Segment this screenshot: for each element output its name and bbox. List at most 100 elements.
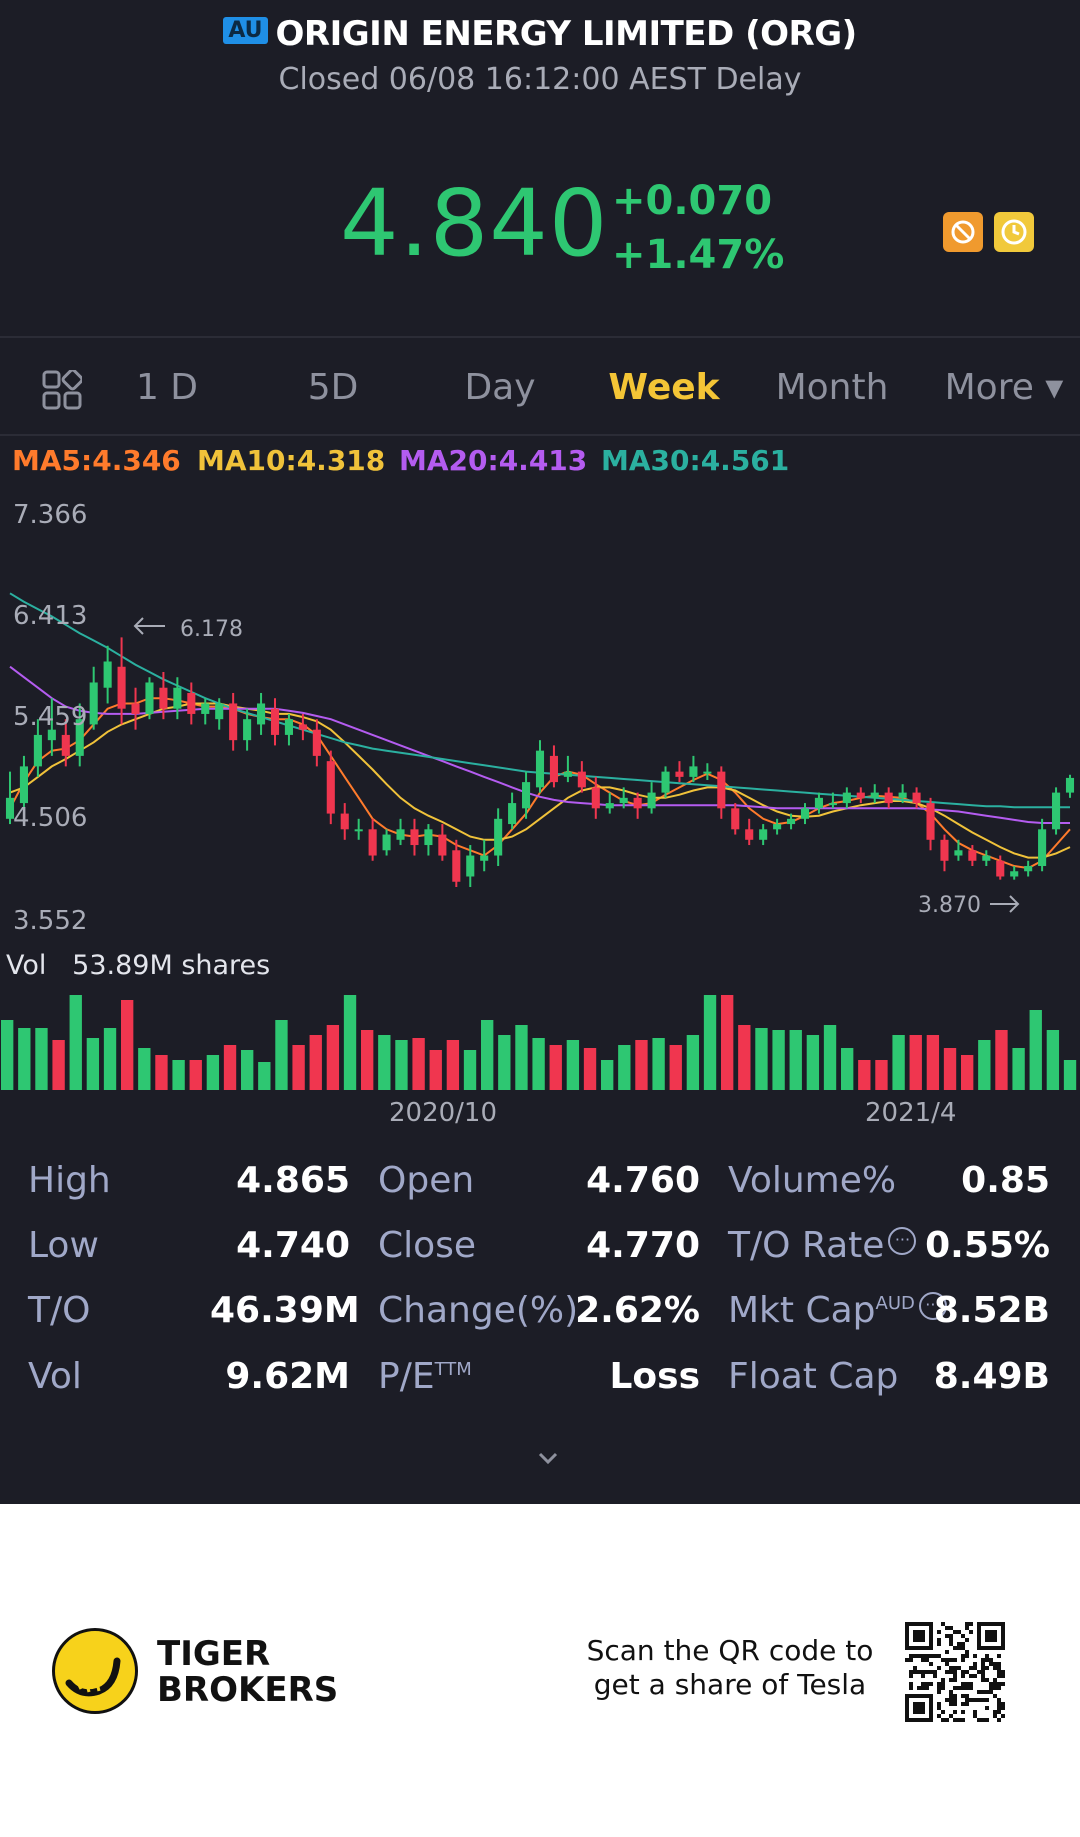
share-footer: TIGER BROKERS Scan the QR code to get a … xyxy=(0,1504,1080,1837)
volume-bar xyxy=(155,1055,168,1090)
to-rate-text: T/O Rate xyxy=(728,1225,885,1266)
candle-body xyxy=(452,850,461,882)
stat-value-vol: 9.62M xyxy=(225,1356,350,1397)
x-tick: 2021/4 xyxy=(865,1098,957,1128)
tab-month[interactable]: Month xyxy=(775,367,889,408)
candle-body xyxy=(33,734,42,767)
candle-body xyxy=(215,703,224,720)
volume-bar xyxy=(635,1040,648,1090)
y-tick: 3.552 xyxy=(13,906,88,936)
volume-bar xyxy=(652,1038,665,1090)
tab-5d[interactable]: 5D xyxy=(307,367,359,408)
price-change-pct: +1.47% xyxy=(612,232,785,278)
tab-day[interactable]: Day xyxy=(464,367,536,408)
stat-label-pe: P/ETTM xyxy=(378,1356,472,1397)
volume-bar xyxy=(875,1060,888,1090)
layout-grid-icon[interactable] xyxy=(42,370,82,410)
candle-body xyxy=(982,855,991,861)
tab-more[interactable]: More ▾ xyxy=(944,367,1064,408)
volume-bar xyxy=(223,1045,237,1090)
volume-bar xyxy=(35,1028,48,1090)
mkt-cap-text: Mkt Cap xyxy=(728,1290,876,1331)
stat-label-close: Close xyxy=(378,1225,477,1266)
volume-bar xyxy=(395,1040,408,1090)
tab-1d[interactable]: 1 D xyxy=(135,367,199,408)
candle-body xyxy=(5,797,15,819)
candle-body xyxy=(549,755,558,783)
candle-body xyxy=(577,771,586,788)
candle-body xyxy=(312,729,321,756)
volume-bar xyxy=(189,1060,202,1090)
volume-bar xyxy=(1063,1060,1077,1090)
y-tick: 7.366 xyxy=(13,500,88,530)
volume-bar xyxy=(241,1050,254,1090)
candle-body xyxy=(424,829,433,846)
candle-body xyxy=(354,829,363,832)
candle-body xyxy=(647,792,656,809)
market-badge: AU xyxy=(223,16,268,44)
candle-body xyxy=(745,829,754,840)
info-icon[interactable]: ··· xyxy=(888,1227,917,1255)
volume-bar xyxy=(823,1025,837,1090)
y-tick: 4.506 xyxy=(13,803,88,833)
candle-body xyxy=(787,818,796,825)
candle-body xyxy=(926,803,935,840)
tab-week[interactable]: Week xyxy=(608,367,720,408)
volume-bar xyxy=(755,1028,768,1090)
candle-body xyxy=(773,824,782,830)
ma10-label: MA10:4.318 xyxy=(197,444,386,477)
volume-bar xyxy=(532,1038,545,1090)
volume-bar xyxy=(86,1038,100,1090)
no-trade-icon[interactable] xyxy=(943,212,983,252)
candle-body xyxy=(661,771,670,793)
candle-body xyxy=(145,682,154,714)
candle-body xyxy=(1024,866,1033,872)
volume-bar xyxy=(498,1035,511,1090)
stat-value-change-pct: 2.62% xyxy=(575,1290,700,1331)
candle-body xyxy=(703,771,712,774)
divider xyxy=(0,336,1080,338)
stat-label-low: Low xyxy=(28,1225,99,1266)
candle-body xyxy=(814,797,823,809)
candle-body xyxy=(856,792,865,798)
volume-bar xyxy=(841,1048,854,1090)
info-icon[interactable]: ··· xyxy=(918,1292,947,1320)
candle-body xyxy=(284,719,293,735)
clock-icon[interactable] xyxy=(994,212,1034,252)
qr-code-icon[interactable] xyxy=(905,1622,1005,1722)
volume-bar xyxy=(892,1035,905,1090)
ma-line-ma10 xyxy=(9,702,1071,859)
candle-body xyxy=(1038,829,1047,867)
stat-value-pe: Loss xyxy=(609,1356,700,1397)
candle-body xyxy=(466,855,475,877)
candle-body xyxy=(396,829,405,840)
candlestick-chart[interactable]: 6.178 3.870 xyxy=(0,440,1080,1100)
stat-value-float-cap: 8.49B xyxy=(933,1356,1050,1397)
stat-label-mkt-cap: Mkt CapAUD ··· xyxy=(728,1290,947,1331)
candle-body xyxy=(270,708,280,735)
candle-body xyxy=(368,829,377,856)
expand-chevron-down-icon[interactable] xyxy=(538,1448,558,1468)
arrow-left-icon xyxy=(133,617,165,635)
candle-body xyxy=(535,750,545,788)
period-tabs: 1 D 5D Day Week Month More ▾ xyxy=(0,342,1080,434)
divider xyxy=(0,434,1080,436)
title-row: AU ORIGIN ENERGY LIMITED (ORG) xyxy=(0,14,1080,54)
candle-body xyxy=(619,797,628,804)
volume-bar xyxy=(412,1038,425,1090)
ma-line-ma20 xyxy=(9,665,1070,824)
volume-bar xyxy=(806,1035,820,1090)
candle-body xyxy=(605,803,614,809)
volume-label: Vol 53.89M shares xyxy=(6,950,270,981)
volume-bar xyxy=(69,995,82,1090)
candle-body xyxy=(1010,871,1019,877)
stat-value-mkt-cap: 8.52B xyxy=(933,1290,1050,1331)
candle-body xyxy=(522,782,531,809)
currency-sup: AUD xyxy=(875,1293,915,1314)
candle-body xyxy=(940,839,949,861)
volume-bar xyxy=(258,1062,271,1090)
volume-bar xyxy=(909,1035,922,1090)
market-status: Closed 06/08 16:12:00 AEST Delay xyxy=(278,62,802,97)
volume-bar xyxy=(1029,1010,1042,1090)
candle-body xyxy=(898,792,907,798)
